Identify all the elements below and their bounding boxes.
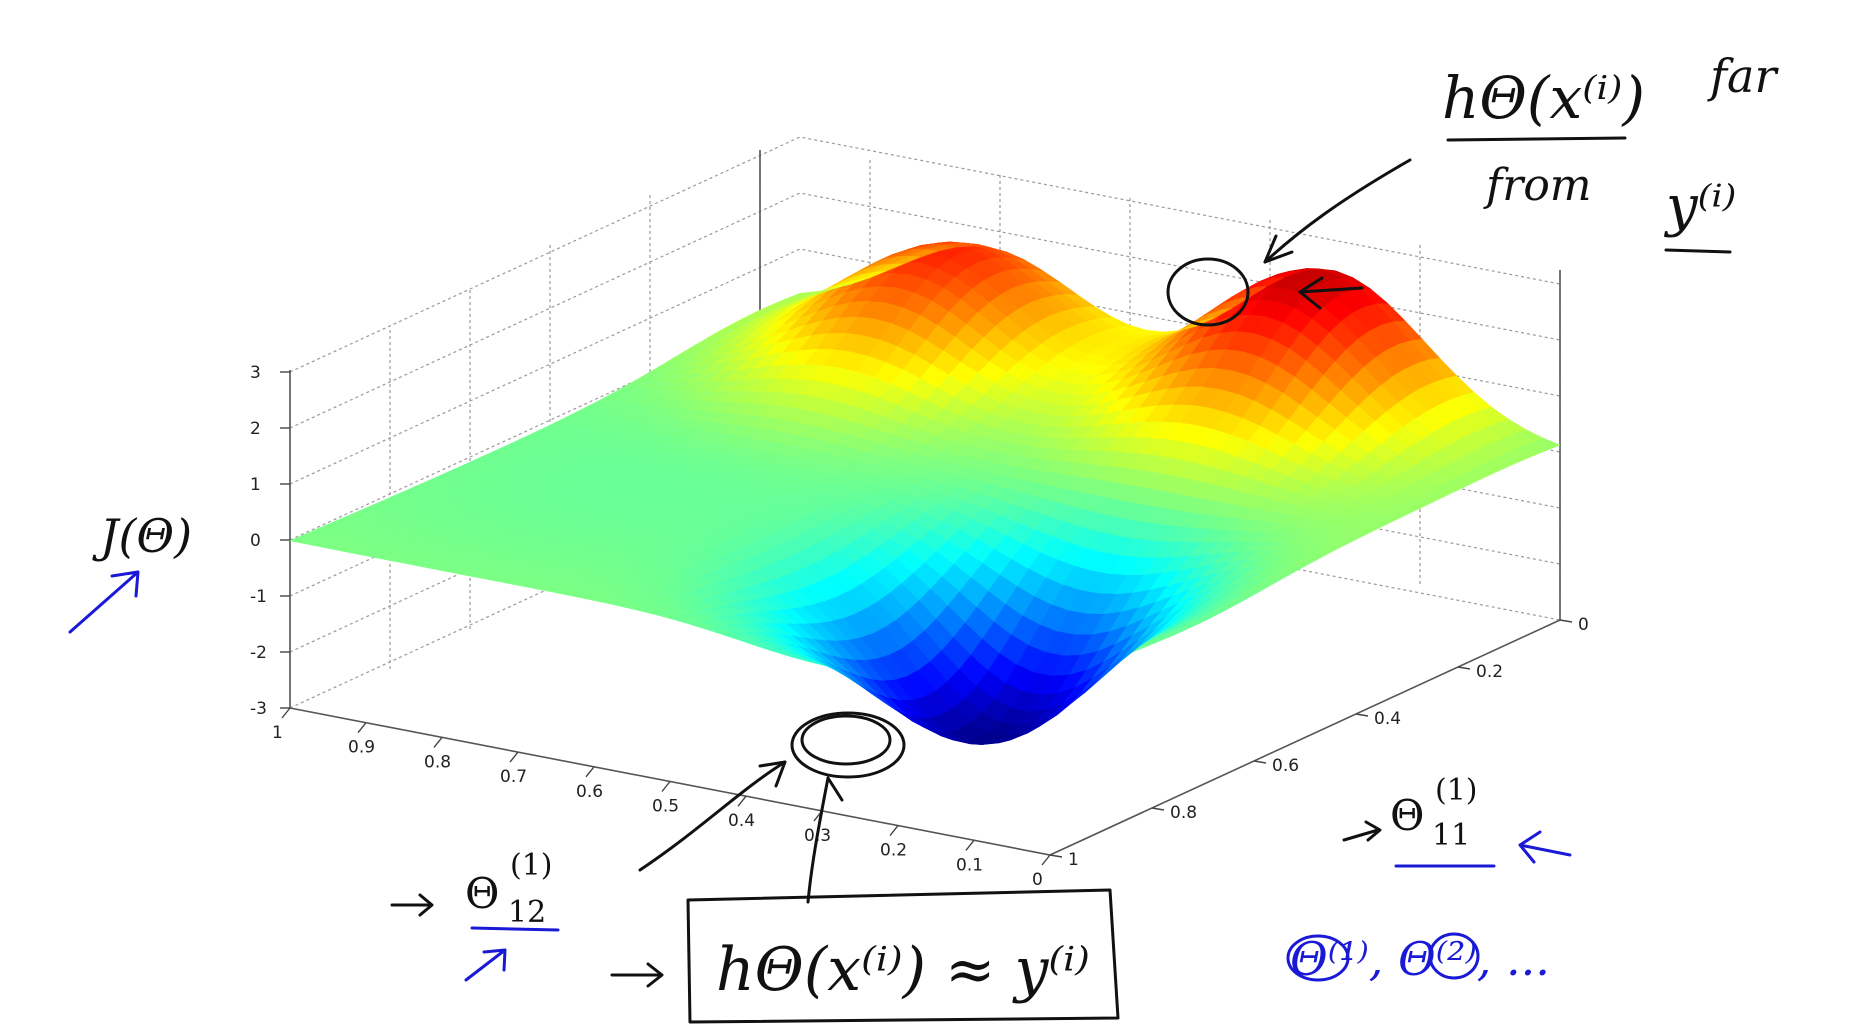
x-tick-mark bbox=[1559, 619, 1573, 623]
x-tick-label: 0.6 bbox=[1272, 756, 1299, 776]
annotation-from: from bbox=[1483, 160, 1592, 211]
z-axis-label: J(Θ) bbox=[92, 509, 192, 563]
y-tick-label: 0 bbox=[1032, 870, 1043, 890]
z-tick-label: 0 bbox=[250, 531, 261, 551]
peak-circle bbox=[1166, 257, 1250, 327]
y-tick-mark bbox=[509, 751, 519, 763]
theta12-underline bbox=[470, 926, 560, 932]
annotation-numerator: hΘ(x⁽ⁱ⁾) bbox=[1442, 64, 1645, 132]
y-tick-label: 0.5 bbox=[652, 797, 679, 817]
y-tick-label: 0.2 bbox=[880, 841, 907, 861]
handwritten-annotations-black bbox=[390, 136, 1732, 1024]
y-tick-mark bbox=[357, 722, 367, 734]
y-tick-mark bbox=[965, 839, 975, 851]
y-tick-mark bbox=[1041, 854, 1051, 866]
surface-patch bbox=[788, 291, 818, 299]
z-tick-label: -1 bbox=[250, 587, 267, 607]
y-tick-label: 0.4 bbox=[728, 811, 755, 831]
theta1-circle bbox=[1286, 934, 1350, 982]
theta2-circle bbox=[1428, 932, 1480, 980]
annotation-blue-list: Θ⁽¹⁾, Θ⁽²⁾, ... bbox=[1290, 932, 1550, 986]
x-tick-label: 0.4 bbox=[1374, 709, 1401, 729]
x-tick-mark bbox=[1253, 760, 1267, 764]
y-axis-label: Θ (1) 12 bbox=[465, 848, 553, 930]
annotation-y-term: y⁽ⁱ⁾ bbox=[1663, 174, 1736, 239]
arrow-to-box bbox=[610, 962, 664, 988]
z-tick-label: 1 bbox=[250, 475, 261, 495]
y-axis-label-sup: (1) bbox=[510, 848, 553, 883]
arrow-under-theta12 bbox=[464, 948, 507, 982]
y-tick-label: 0.6 bbox=[576, 782, 603, 802]
x-axis-label-main: Θ bbox=[1390, 791, 1424, 840]
arrow-to-theta12 bbox=[390, 893, 434, 917]
annotation-far: far bbox=[1707, 49, 1779, 103]
minimum-circle-inner bbox=[800, 714, 892, 766]
z-tick-label: 2 bbox=[250, 419, 261, 439]
y-tick-mark bbox=[737, 795, 747, 807]
x-axis-label-sup: (1) bbox=[1435, 773, 1478, 808]
z-tick-label: 3 bbox=[250, 363, 261, 383]
y-tick-mark bbox=[281, 707, 291, 719]
approx-box bbox=[686, 888, 1120, 1024]
cost-surface bbox=[288, 241, 1561, 745]
arrow-to-peak bbox=[1263, 158, 1412, 264]
y-term-underline bbox=[1664, 248, 1732, 254]
arrow-from-minimum-left bbox=[638, 760, 787, 872]
x-tick-mark bbox=[1151, 807, 1165, 811]
y-tick-mark bbox=[433, 736, 443, 748]
x-axis-label: Θ (1) 11 bbox=[1390, 773, 1478, 853]
y-tick-mark bbox=[585, 766, 595, 778]
y-axis-ticks: 10.90.80.70.60.50.40.30.20.10 bbox=[272, 707, 1051, 890]
handwritten-annotations-blue bbox=[68, 570, 1572, 982]
y-tick-mark bbox=[661, 781, 671, 792]
y-tick-mark bbox=[889, 825, 899, 837]
minimum-circle-outer bbox=[790, 711, 906, 779]
x-axis-ticks: 0 0.2 0.4 0.6 0.8 1 bbox=[1049, 615, 1589, 870]
x-tick-mark bbox=[1457, 666, 1471, 670]
x-axis-label-sub: 11 bbox=[1432, 818, 1470, 853]
y-axis-label-sub: 12 bbox=[508, 895, 546, 930]
z-tick-label: -3 bbox=[250, 699, 267, 719]
z-tick-label: -2 bbox=[250, 643, 267, 663]
y-tick-label: 0.7 bbox=[500, 767, 527, 787]
y-tick-label: 0.9 bbox=[348, 738, 375, 758]
y-axis-label-main: Θ bbox=[465, 869, 499, 918]
fraction-bar bbox=[1446, 136, 1627, 142]
arrow-to-theta11-blue bbox=[1518, 830, 1572, 864]
x-tick-label: 0.8 bbox=[1170, 803, 1197, 823]
z-axis-ticks: 3 2 1 0 -1 -2 -3 bbox=[250, 363, 290, 719]
arrow-to-theta11 bbox=[1342, 820, 1382, 842]
y-tick-label: 0.1 bbox=[956, 855, 983, 875]
x-tick-mark bbox=[1355, 713, 1369, 717]
arrow-to-j-label bbox=[68, 570, 140, 634]
x-tick-mark bbox=[1049, 854, 1063, 858]
x-tick-label: 0.2 bbox=[1476, 662, 1503, 682]
y-tick-label: 1 bbox=[272, 723, 283, 743]
x-tick-label: 0 bbox=[1578, 615, 1589, 635]
annotation-box-text: hΘ(x⁽ⁱ⁾) ≈ y⁽ⁱ⁾ bbox=[716, 935, 1090, 1005]
arrow-from-minimum-down bbox=[806, 776, 830, 904]
x-tick-label: 1 bbox=[1068, 850, 1079, 870]
arrow-left-to-peak bbox=[1298, 276, 1364, 310]
y-tick-label: 0.8 bbox=[424, 752, 451, 772]
